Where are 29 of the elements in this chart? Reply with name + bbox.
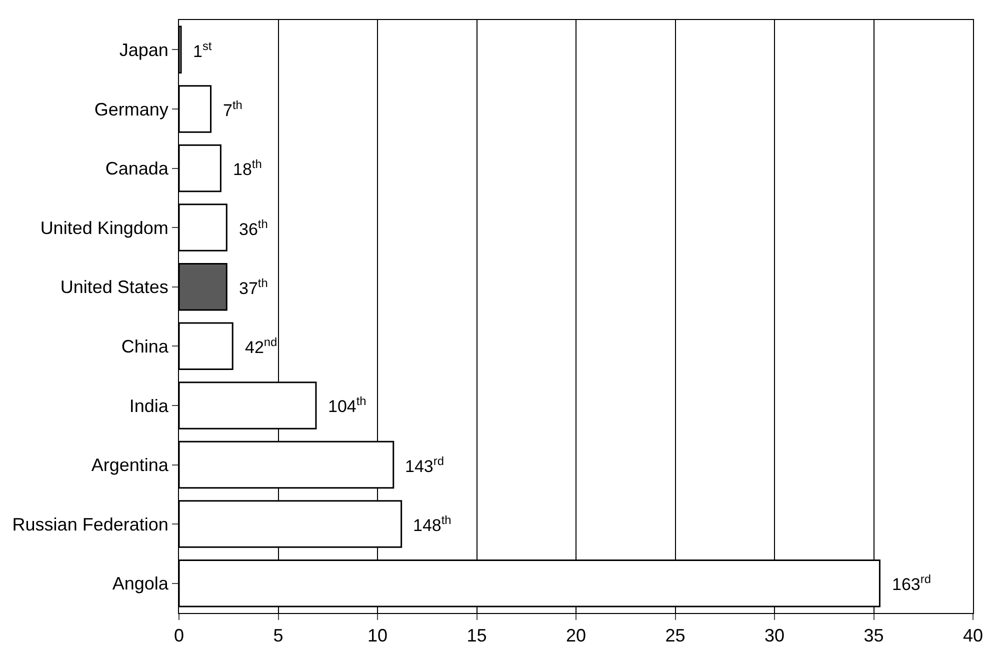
annotation: 143$^{rd}$ (405, 454, 444, 476)
x-tick-label: 20 (566, 626, 586, 646)
annotation: 148$^{th}$ (413, 513, 452, 536)
x-tick-label: 10 (367, 626, 388, 646)
x-tick-label: 0 (174, 626, 184, 646)
annotation: 42$^{nd}$ (245, 335, 278, 358)
y-tick-label: Argentina (91, 455, 170, 476)
annotation: 18$^{th}$ (233, 157, 262, 180)
x-tick-label: 35 (864, 626, 884, 646)
x-tick-label: 40 (962, 626, 984, 646)
x-tick-label: 25 (665, 626, 686, 646)
y-tick-label: Canada (105, 158, 170, 179)
y-tick-label: Japan (119, 40, 168, 60)
annotation: 7$^{th}$ (223, 98, 242, 120)
y-tick-label: Germany (94, 99, 168, 120)
annotation: 1$^{st}$ (193, 39, 212, 62)
y-tick-label: United Kingdom (40, 218, 168, 238)
y-tick-label: India (129, 396, 170, 416)
y-tick-label: United States (60, 277, 168, 298)
annotation: 163$^{rd}$ (892, 572, 931, 594)
annotation: 36$^{th}$ (239, 217, 268, 240)
y-tick-label: Angola (112, 574, 170, 594)
annotation: 37$^{th}$ (239, 276, 268, 298)
x-tick-label: 30 (764, 626, 785, 646)
x-tick-label: 15 (466, 626, 487, 646)
x-tick-label: 5 (273, 626, 284, 646)
y-tick-label: Russian Federation (12, 514, 168, 534)
annotation: 104$^{th}$ (328, 394, 366, 416)
y-tick-label: China (121, 336, 170, 356)
